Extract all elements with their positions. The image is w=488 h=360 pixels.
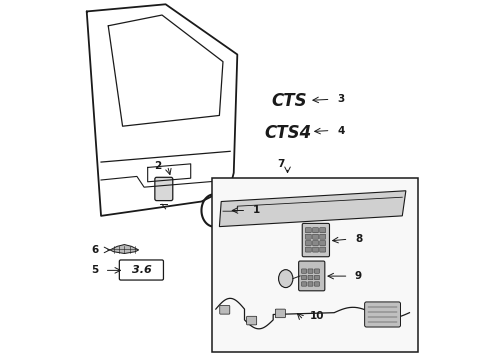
FancyBboxPatch shape (305, 240, 310, 246)
FancyBboxPatch shape (305, 234, 310, 239)
FancyBboxPatch shape (307, 269, 312, 273)
FancyBboxPatch shape (312, 228, 318, 233)
Text: 4: 4 (336, 126, 344, 135)
Text: 9: 9 (354, 271, 361, 281)
FancyBboxPatch shape (319, 228, 325, 233)
Text: 5: 5 (91, 265, 98, 275)
FancyBboxPatch shape (305, 228, 310, 233)
Text: 3: 3 (336, 94, 344, 104)
Bar (212, 178, 418, 352)
FancyBboxPatch shape (319, 247, 325, 252)
FancyBboxPatch shape (314, 282, 319, 286)
Text: 8: 8 (354, 234, 362, 244)
FancyBboxPatch shape (301, 275, 306, 280)
FancyBboxPatch shape (307, 282, 312, 286)
FancyBboxPatch shape (275, 309, 285, 318)
FancyBboxPatch shape (155, 177, 172, 201)
Text: CTS4: CTS4 (264, 125, 311, 143)
Ellipse shape (278, 270, 292, 288)
Text: 2: 2 (153, 161, 161, 171)
FancyBboxPatch shape (312, 240, 318, 246)
FancyBboxPatch shape (314, 269, 319, 273)
FancyBboxPatch shape (364, 302, 400, 327)
FancyBboxPatch shape (305, 247, 310, 252)
FancyBboxPatch shape (301, 269, 306, 273)
FancyBboxPatch shape (307, 275, 312, 280)
Text: 7: 7 (277, 159, 284, 169)
Polygon shape (219, 191, 405, 226)
Text: CTS: CTS (271, 92, 306, 110)
Text: 3.6: 3.6 (131, 265, 151, 275)
FancyBboxPatch shape (319, 240, 325, 246)
FancyBboxPatch shape (312, 247, 318, 252)
Polygon shape (110, 244, 139, 253)
FancyBboxPatch shape (314, 275, 319, 280)
FancyBboxPatch shape (219, 306, 229, 314)
Text: 1: 1 (252, 206, 260, 216)
FancyBboxPatch shape (302, 224, 329, 257)
Text: 10: 10 (309, 311, 324, 321)
FancyBboxPatch shape (298, 261, 324, 291)
Text: 6: 6 (91, 245, 98, 255)
FancyBboxPatch shape (312, 234, 318, 239)
FancyBboxPatch shape (319, 234, 325, 239)
FancyBboxPatch shape (246, 316, 256, 325)
FancyBboxPatch shape (301, 282, 306, 286)
